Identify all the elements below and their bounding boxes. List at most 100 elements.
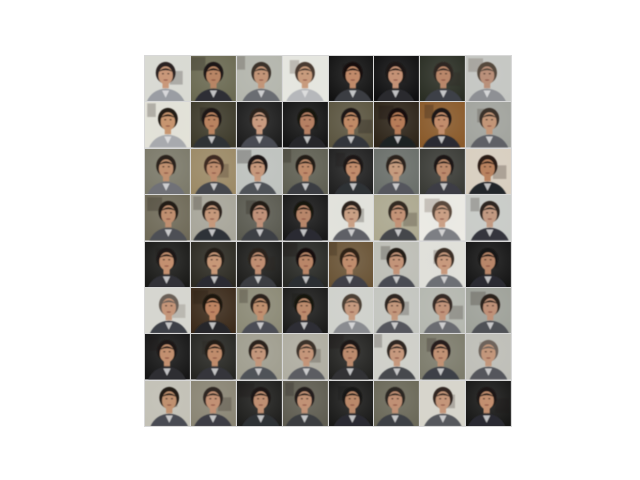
- face-sample-image: [420, 334, 466, 380]
- face-sample-image: [328, 102, 374, 148]
- face-sample-tile: [374, 195, 420, 241]
- face-sample-image: [145, 287, 190, 334]
- face-sample-tile: [328, 287, 374, 334]
- face-sample-image: [466, 56, 511, 102]
- face-sample-image: [145, 56, 190, 102]
- face-sample-tile: [145, 56, 190, 102]
- face-sample-image: [282, 148, 328, 195]
- face-sample-image: [190, 195, 236, 241]
- face-sample-image: [374, 380, 420, 426]
- face-sample-tile: [420, 287, 466, 334]
- face-sample-image: [374, 195, 420, 241]
- face-sample-tile: [420, 334, 466, 380]
- face-sample-tile: [236, 56, 282, 102]
- face-sample-tile: [420, 195, 466, 241]
- face-sample-tile: [145, 287, 190, 334]
- face-sample-image: [236, 334, 282, 380]
- face-sample-image: [282, 195, 328, 241]
- face-sample-tile: [236, 195, 282, 241]
- face-sample-image: [374, 241, 420, 287]
- face-sample-tile: [282, 195, 328, 241]
- face-sample-tile: [466, 102, 511, 148]
- face-sample-tile: [282, 56, 328, 102]
- face-sample-tile: [328, 148, 374, 195]
- face-sample-image: [190, 287, 236, 334]
- face-sample-image: [466, 334, 511, 380]
- face-sample-tile: [190, 334, 236, 380]
- face-sample-tile: [420, 148, 466, 195]
- face-sample-image: [466, 241, 511, 287]
- face-sample-image: [282, 334, 328, 380]
- face-sample-tile: [328, 102, 374, 148]
- face-sample-tile: [145, 102, 190, 148]
- face-sample-tile: [466, 241, 511, 287]
- face-sample-tile: [466, 334, 511, 380]
- face-sample-image: [420, 148, 466, 195]
- face-sample-image: [145, 334, 190, 380]
- face-sample-tile: [190, 195, 236, 241]
- face-sample-image: [374, 56, 420, 102]
- face-sample-tile: [190, 241, 236, 287]
- face-sample-tile: [374, 56, 420, 102]
- face-sample-tile: [236, 148, 282, 195]
- face-sample-tile: [190, 102, 236, 148]
- face-sample-image: [282, 380, 328, 426]
- face-sample-tile: [282, 148, 328, 195]
- face-sample-image: [328, 148, 374, 195]
- face-sample-image: [236, 148, 282, 195]
- face-sample-image: [190, 56, 236, 102]
- face-sample-image: [466, 380, 511, 426]
- face-sample-image: [466, 195, 511, 241]
- face-sample-tile: [374, 380, 420, 426]
- face-sample-image: [328, 334, 374, 380]
- face-sample-image: [420, 380, 466, 426]
- face-sample-tile: [420, 380, 466, 426]
- face-sample-image: [236, 287, 282, 334]
- face-sample-tile: [374, 241, 420, 287]
- face-sample-tile: [374, 148, 420, 195]
- face-sample-image: [190, 241, 236, 287]
- face-sample-tile: [328, 241, 374, 287]
- face-sample-tile: [190, 148, 236, 195]
- face-sample-image: [236, 56, 282, 102]
- face-sample-image: [328, 241, 374, 287]
- face-sample-tile: [236, 334, 282, 380]
- face-sample-tile: [236, 287, 282, 334]
- face-sample-tile: [236, 241, 282, 287]
- face-sample-image: [236, 380, 282, 426]
- face-sample-tile: [420, 56, 466, 102]
- face-sample-image: [190, 102, 236, 148]
- face-sample-image: [282, 287, 328, 334]
- face-sample-tile: [145, 148, 190, 195]
- face-sample-tile: [328, 195, 374, 241]
- face-sample-tile: [236, 102, 282, 148]
- face-sample-image: [466, 148, 511, 195]
- face-sample-image: [190, 148, 236, 195]
- face-sample-image: [420, 56, 466, 102]
- face-sample-image: [145, 102, 190, 148]
- face-sample-image: [236, 195, 282, 241]
- face-sample-tile: [190, 56, 236, 102]
- face-sample-tile: [282, 241, 328, 287]
- face-sample-image: [328, 380, 374, 426]
- face-sample-image: [466, 287, 511, 334]
- face-sample-tile: [420, 241, 466, 287]
- face-sample-image: [328, 56, 374, 102]
- face-sample-tile: [328, 380, 374, 426]
- face-sample-image: [420, 102, 466, 148]
- face-sample-tile: [145, 380, 190, 426]
- face-sample-image: [374, 102, 420, 148]
- face-sample-tile: [328, 56, 374, 102]
- face-sample-image: [374, 334, 420, 380]
- face-sample-image: [374, 148, 420, 195]
- face-sample-image: [145, 195, 190, 241]
- face-sample-image: [145, 241, 190, 287]
- face-sample-image: [466, 102, 511, 148]
- face-sample-tile: [282, 102, 328, 148]
- face-sample-image: [190, 334, 236, 380]
- face-sample-image: [282, 102, 328, 148]
- face-sample-tile: [328, 334, 374, 380]
- face-sample-tile: [190, 380, 236, 426]
- face-sample-tile: [282, 380, 328, 426]
